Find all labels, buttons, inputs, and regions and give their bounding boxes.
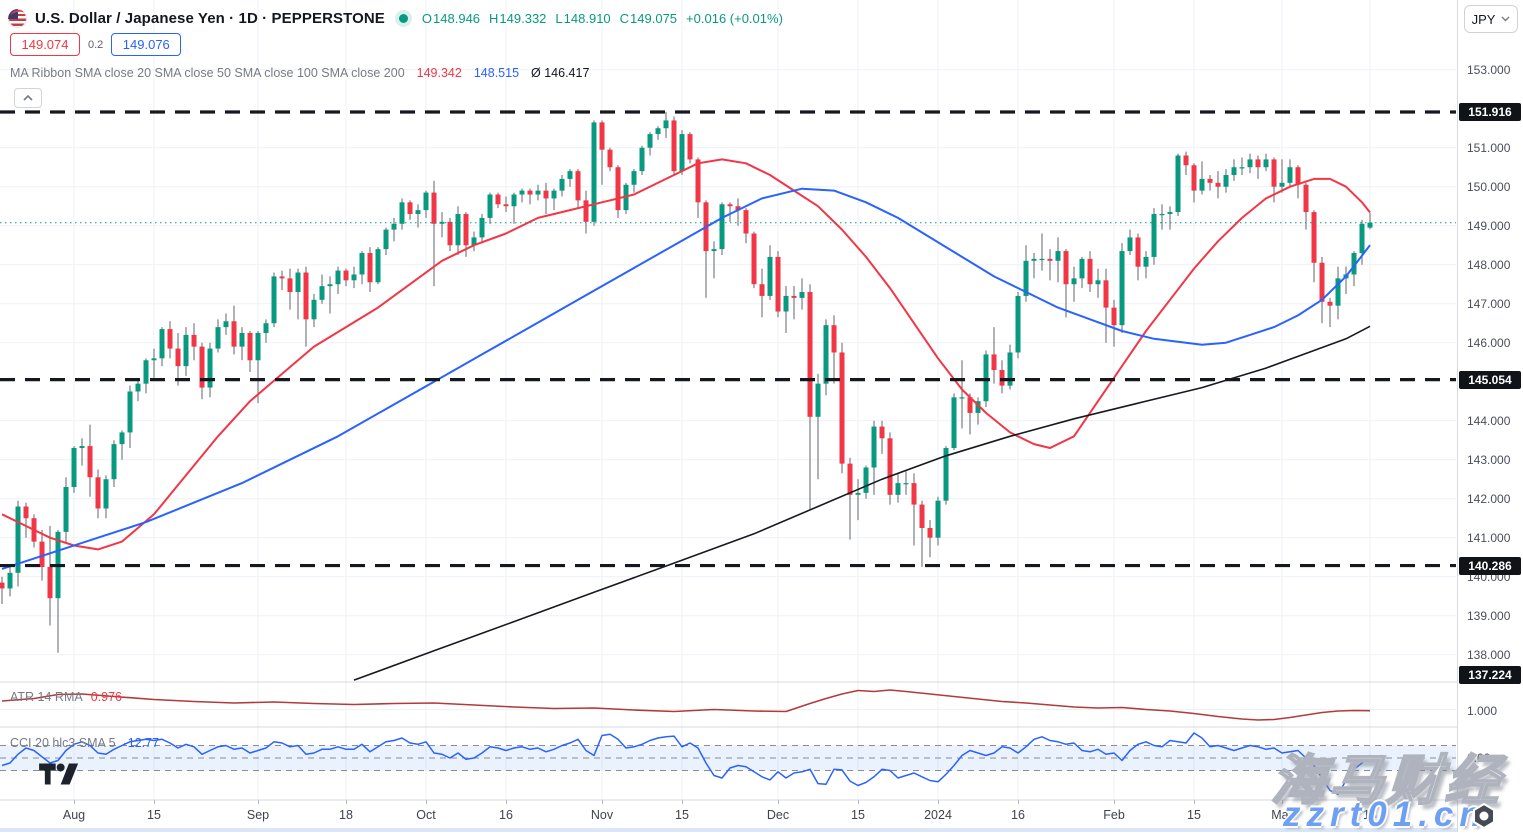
- bottom-strip: [0, 828, 1523, 832]
- time-tick: [602, 800, 603, 804]
- cci-legend[interactable]: CCI 20 hlc3 SMA 5 -12.77: [10, 736, 159, 750]
- ma-ribbon-label: MA Ribbon SMA close 20 SMA close 50 SMA …: [10, 66, 405, 80]
- cci-series: [1, 732, 1379, 796]
- time-tick: [154, 800, 155, 804]
- time-tick: [258, 800, 259, 804]
- atr-tick-label: 1.000: [1467, 703, 1498, 718]
- sma-average-value: Ø 146.417: [531, 66, 590, 80]
- time-axis[interactable]: Aug 15 Sep 18 Oct 16 Nov 15 Dec 15 2024 16 Feb 15 Mar 1…: [0, 800, 1457, 832]
- spread-value: 0.2: [88, 38, 104, 51]
- sma50-value: 148.515: [473, 66, 520, 80]
- time-tick: [1282, 800, 1283, 804]
- price-tick-label: 151.000: [1467, 140, 1511, 155]
- ma-line-sma20: [1, 158, 1371, 551]
- symbol-title[interactable]: U.S. Dollar / Japanese Yen · 1D · PEPPER…: [35, 9, 385, 27]
- time-tick-label: 2024: [924, 808, 952, 822]
- atr-legend[interactable]: ATR 14 RMA 0.976: [10, 690, 122, 704]
- price-tick-label: 139.000: [1467, 608, 1511, 623]
- time-tick-label: 15: [147, 808, 161, 822]
- time-tick-label: 15: [851, 808, 865, 822]
- time-tick-label: Sep: [246, 808, 270, 822]
- time-tick: [426, 800, 427, 804]
- time-tick-label: Oct: [416, 808, 436, 822]
- time-tick-label: 16: [499, 808, 513, 822]
- price-tick-label: 150.000: [1467, 179, 1511, 194]
- grid-lines: [0, 0, 1456, 800]
- price-tick-label: 149.000: [1467, 218, 1511, 233]
- cci-value: -12.77: [123, 736, 160, 750]
- time-tick: [1018, 800, 1019, 804]
- price-level-badge: 145.054: [1459, 370, 1521, 389]
- price-level-badge: 151.916: [1459, 103, 1521, 121]
- symbol-legend[interactable]: U.S. Dollar / Japanese Yen · 1D · PEPPER…: [8, 7, 783, 29]
- time-tick-label: 15: [1187, 808, 1201, 822]
- change-readout: +0.016 (+0.01%): [686, 10, 783, 26]
- cci-band: [0, 745, 1456, 771]
- ma-line-sma50: [1, 187, 1371, 570]
- price-level-badge: 137.224: [1459, 666, 1521, 684]
- price-tick-label: 146.000: [1467, 335, 1511, 350]
- price-tick-label: 153.000: [1467, 62, 1511, 77]
- time-tick-label: Aug: [62, 808, 86, 822]
- time-tick: [778, 800, 779, 804]
- currency-label: JPY: [1471, 11, 1496, 27]
- price-tick-label: 147.000: [1467, 296, 1511, 311]
- ma-line-sma200: [353, 325, 1371, 681]
- market-open-dot-icon[interactable]: [398, 13, 408, 23]
- atr-series: [1, 689, 1371, 721]
- price-tick-label: 143.000: [1467, 452, 1511, 467]
- cci-label: CCI 20 hlc3 SMA 5: [10, 736, 116, 750]
- time-tick-label: Nov: [590, 808, 614, 822]
- time-tick: [74, 800, 75, 804]
- time-tick-label: Dec: [766, 808, 790, 822]
- price-scale[interactable]: JPY 153.000 151.000 150.000 149.000 148.000 1…: [1457, 0, 1523, 832]
- price-tick-label: 141.000: [1467, 530, 1511, 545]
- time-tick: [1370, 800, 1371, 804]
- time-tick: [682, 800, 683, 804]
- sma20-value: 149.342: [416, 66, 462, 80]
- tradingview-logo-icon[interactable]: [38, 762, 80, 791]
- sell-button[interactable]: 149.074: [10, 33, 80, 56]
- buy-button[interactable]: 149.076: [111, 33, 182, 56]
- time-tick-label: Feb: [1103, 808, 1125, 822]
- collapse-legend-button[interactable]: [14, 88, 42, 108]
- price-level-badge: 140.286: [1459, 556, 1521, 575]
- usd-flag-icon: [8, 8, 27, 28]
- time-tick: [938, 800, 939, 804]
- time-tick-label: 18: [1363, 808, 1377, 822]
- currency-dropdown[interactable]: JPY: [1464, 5, 1518, 33]
- price-tick-label: 138.000: [1467, 647, 1511, 662]
- price-tick-label: 144.000: [1467, 413, 1511, 428]
- ma-ribbon-legend[interactable]: MA Ribbon SMA close 20 SMA close 50 SMA …: [10, 64, 589, 82]
- atr-label: ATR 14 RMA: [10, 690, 83, 704]
- time-tick-label: 16: [1011, 808, 1025, 822]
- price-tick-label: 148.000: [1467, 257, 1511, 272]
- time-tick-label: 15: [675, 808, 689, 822]
- time-tick: [506, 800, 507, 804]
- time-tick: [858, 800, 859, 804]
- time-tick: [346, 800, 347, 804]
- ohlc-readout: O 148.946 H 149.332 L 148.910 C 149.075 +0.0…: [421, 10, 783, 26]
- chevron-up-icon: [23, 94, 33, 101]
- drawing-horizontal-lines[interactable]: [0, 110, 1456, 568]
- chevron-down-icon: [1501, 16, 1510, 22]
- time-tick: [1194, 800, 1195, 804]
- candlestick-series: [0, 111, 1373, 653]
- time-tick-label: Mar: [1271, 808, 1293, 822]
- time-tick: [1114, 800, 1115, 804]
- bid-ask-row: 149.074 0.2 149.076: [10, 33, 182, 56]
- time-tick-label: 18: [339, 808, 353, 822]
- atr-value: 0.976: [90, 690, 122, 704]
- cci-tick-label: 0.00: [1467, 751, 1491, 765]
- price-tick-label: 142.000: [1467, 491, 1511, 506]
